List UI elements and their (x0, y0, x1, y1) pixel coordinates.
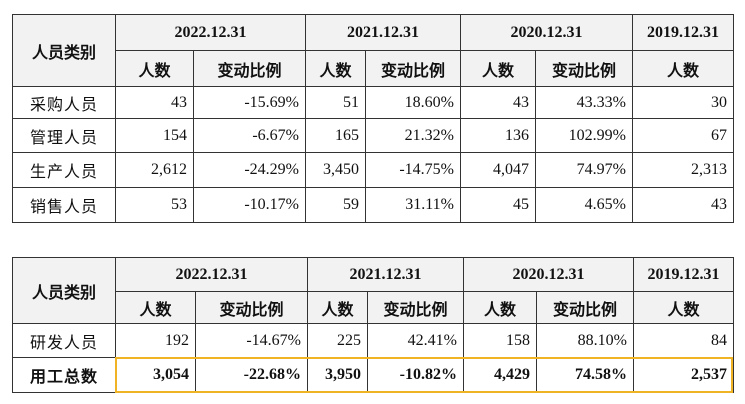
header-cell: 变动比例 (193, 50, 306, 87)
cell: 43 (115, 86, 194, 119)
cell: -10.82% (367, 357, 464, 393)
table: 人员类别 2022.12.31 2021.12.31 2020.12.31 2019.1… (12, 257, 734, 393)
header-cell: 2020.12.31 (463, 257, 634, 292)
cell: 30 (632, 86, 734, 119)
header-cell: 人数 (463, 291, 537, 324)
header-cell: 变动比例 (535, 50, 633, 87)
cell: 4,047 (460, 152, 536, 188)
header-cell: 2019.12.31 (633, 257, 734, 292)
table-row: 采购人员 43 -15.69% 51 18.60% 43 43.33% 30 (12, 86, 734, 119)
header-cell: 人数 (307, 291, 368, 324)
cell: 43.33% (535, 86, 633, 119)
header-cell: 2022.12.31 (115, 14, 306, 51)
cell: 43 (632, 187, 734, 223)
table-row: 生产人员 2,612 -24.29% 3,450 -14.75% 4,047 74.97% 2… (12, 152, 734, 188)
header-cell: 人数 (305, 50, 366, 87)
table-row: 研发人员 192 -14.67% 225 42.41% 158 88.10% 84 (12, 323, 734, 358)
row-label: 研发人员 (12, 323, 116, 358)
cell: 53 (115, 187, 194, 223)
cell: -24.29% (193, 152, 306, 188)
header-cell: 变动比例 (365, 50, 461, 87)
row-label: 管理人员 (12, 118, 116, 153)
header-cell: 2020.12.31 (460, 14, 633, 51)
cell: 51 (305, 86, 366, 119)
header-cell: 人数 (460, 50, 536, 87)
cell: 154 (115, 118, 194, 153)
cell: -6.67% (193, 118, 306, 153)
table-row: 人员类别 2022.12.31 2021.12.31 2020.12.31 2019.1… (12, 257, 734, 324)
cell: 59 (305, 187, 366, 223)
cell: 2,612 (115, 152, 194, 188)
header-cell: 变动比例 (536, 291, 634, 324)
header-cell: 人数 (633, 291, 734, 324)
header-cell: 2021.12.31 (305, 14, 461, 51)
header-cell: 变动比例 (195, 291, 308, 324)
cell: 4.65% (535, 187, 633, 223)
cell: -15.69% (193, 86, 306, 119)
header-cell: 人员类别 (12, 14, 116, 87)
cell: 45 (460, 187, 536, 223)
cell: 102.99% (535, 118, 633, 153)
header-cell: 人数 (115, 291, 196, 324)
cell: 3,450 (305, 152, 366, 188)
table-row: 人员类别 2022.12.31 2021.12.31 2020.12.31 2019.1… (12, 14, 734, 87)
table: 人员类别 2022.12.31 2021.12.31 2020.12.31 2019.1… (12, 14, 734, 223)
cell: 88.10% (536, 323, 634, 358)
header-cell: 2021.12.31 (307, 257, 464, 292)
header-cell: 2019.12.31 (632, 14, 734, 51)
cell: 21.32% (365, 118, 461, 153)
header-cell: 人数 (115, 50, 194, 87)
header-cell: 人员类别 (12, 257, 116, 324)
table-row: 用工总数 3,054 -22.68% 3,950 -10.82% 4,429 74.58% 2… (12, 357, 734, 393)
row-label: 采购人员 (12, 86, 116, 119)
cell: 31.11% (365, 187, 461, 223)
cell: 67 (632, 118, 734, 153)
row-label: 生产人员 (12, 152, 116, 188)
cell: 2,313 (632, 152, 734, 188)
cell: 43 (460, 86, 536, 119)
header-cell: 2022.12.31 (115, 257, 308, 292)
cell: 42.41% (367, 323, 464, 358)
cell: 74.97% (535, 152, 633, 188)
row-label: 用工总数 (12, 357, 116, 393)
cell: -14.75% (365, 152, 461, 188)
table-row: 人数 变动比例 人数 变动比例 人数 变动比例 人数 (13, 50, 734, 87)
cell: 136 (460, 118, 536, 153)
header-cell: 人数 (632, 50, 734, 87)
row-label: 销售人员 (12, 187, 116, 223)
cell: 18.60% (365, 86, 461, 119)
cell: -14.67% (195, 323, 308, 358)
header-cell: 变动比例 (367, 291, 464, 324)
cell: 192 (115, 323, 196, 358)
table-row: 销售人员 53 -10.17% 59 31.11% 45 4.65% 43 (12, 187, 734, 223)
cell: -10.17% (193, 187, 306, 223)
cell: 165 (305, 118, 366, 153)
table-row: 人数 变动比例 人数 变动比例 人数 变动比例 人数 (13, 291, 734, 324)
cell: 225 (307, 323, 368, 358)
highlight-box (115, 357, 733, 393)
table-row: 管理人员 154 -6.67% 165 21.32% 136 102.99% 67 (12, 118, 734, 153)
cell: 158 (463, 323, 537, 358)
cell: 84 (633, 323, 734, 358)
